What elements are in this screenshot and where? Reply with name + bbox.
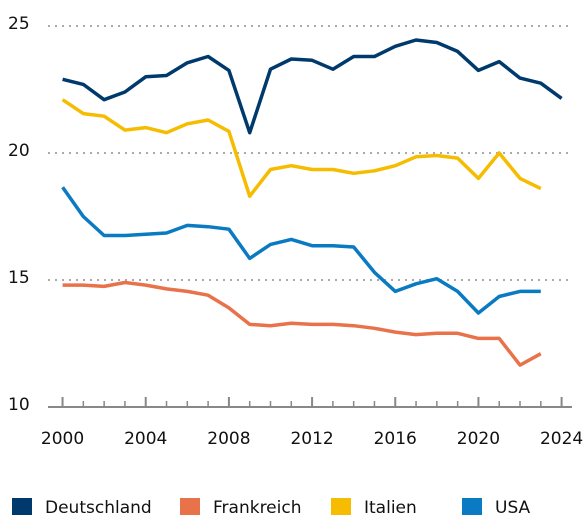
y-tick-label: 20 (8, 141, 30, 161)
legend-label: USA (495, 498, 531, 515)
series-line (62, 280, 542, 367)
y-tick-label: 15 (8, 268, 30, 288)
legend-swatch (331, 498, 351, 515)
series-line (61, 98, 542, 198)
legend-swatch (180, 498, 200, 515)
legend-label: Deutschland (45, 498, 152, 515)
x-tick-label: 2004 (124, 429, 167, 449)
x-tick-label: 2016 (374, 429, 417, 449)
legend-swatch (12, 498, 32, 515)
series-line (62, 38, 563, 135)
y-tick-label: 25 (8, 14, 30, 34)
x-tick-label: 2020 (457, 429, 500, 449)
x-tick-label: 2008 (207, 429, 250, 449)
x-tick-label: 2012 (290, 429, 333, 449)
x-tick-label: 2024 (540, 429, 583, 449)
legend-swatch (462, 498, 482, 515)
x-tick-label: 2000 (41, 429, 84, 449)
legend-label: Frankreich (213, 498, 302, 515)
y-tick-label: 10 (8, 395, 30, 415)
legend-label: Italien (364, 498, 417, 515)
series-line (61, 186, 541, 315)
